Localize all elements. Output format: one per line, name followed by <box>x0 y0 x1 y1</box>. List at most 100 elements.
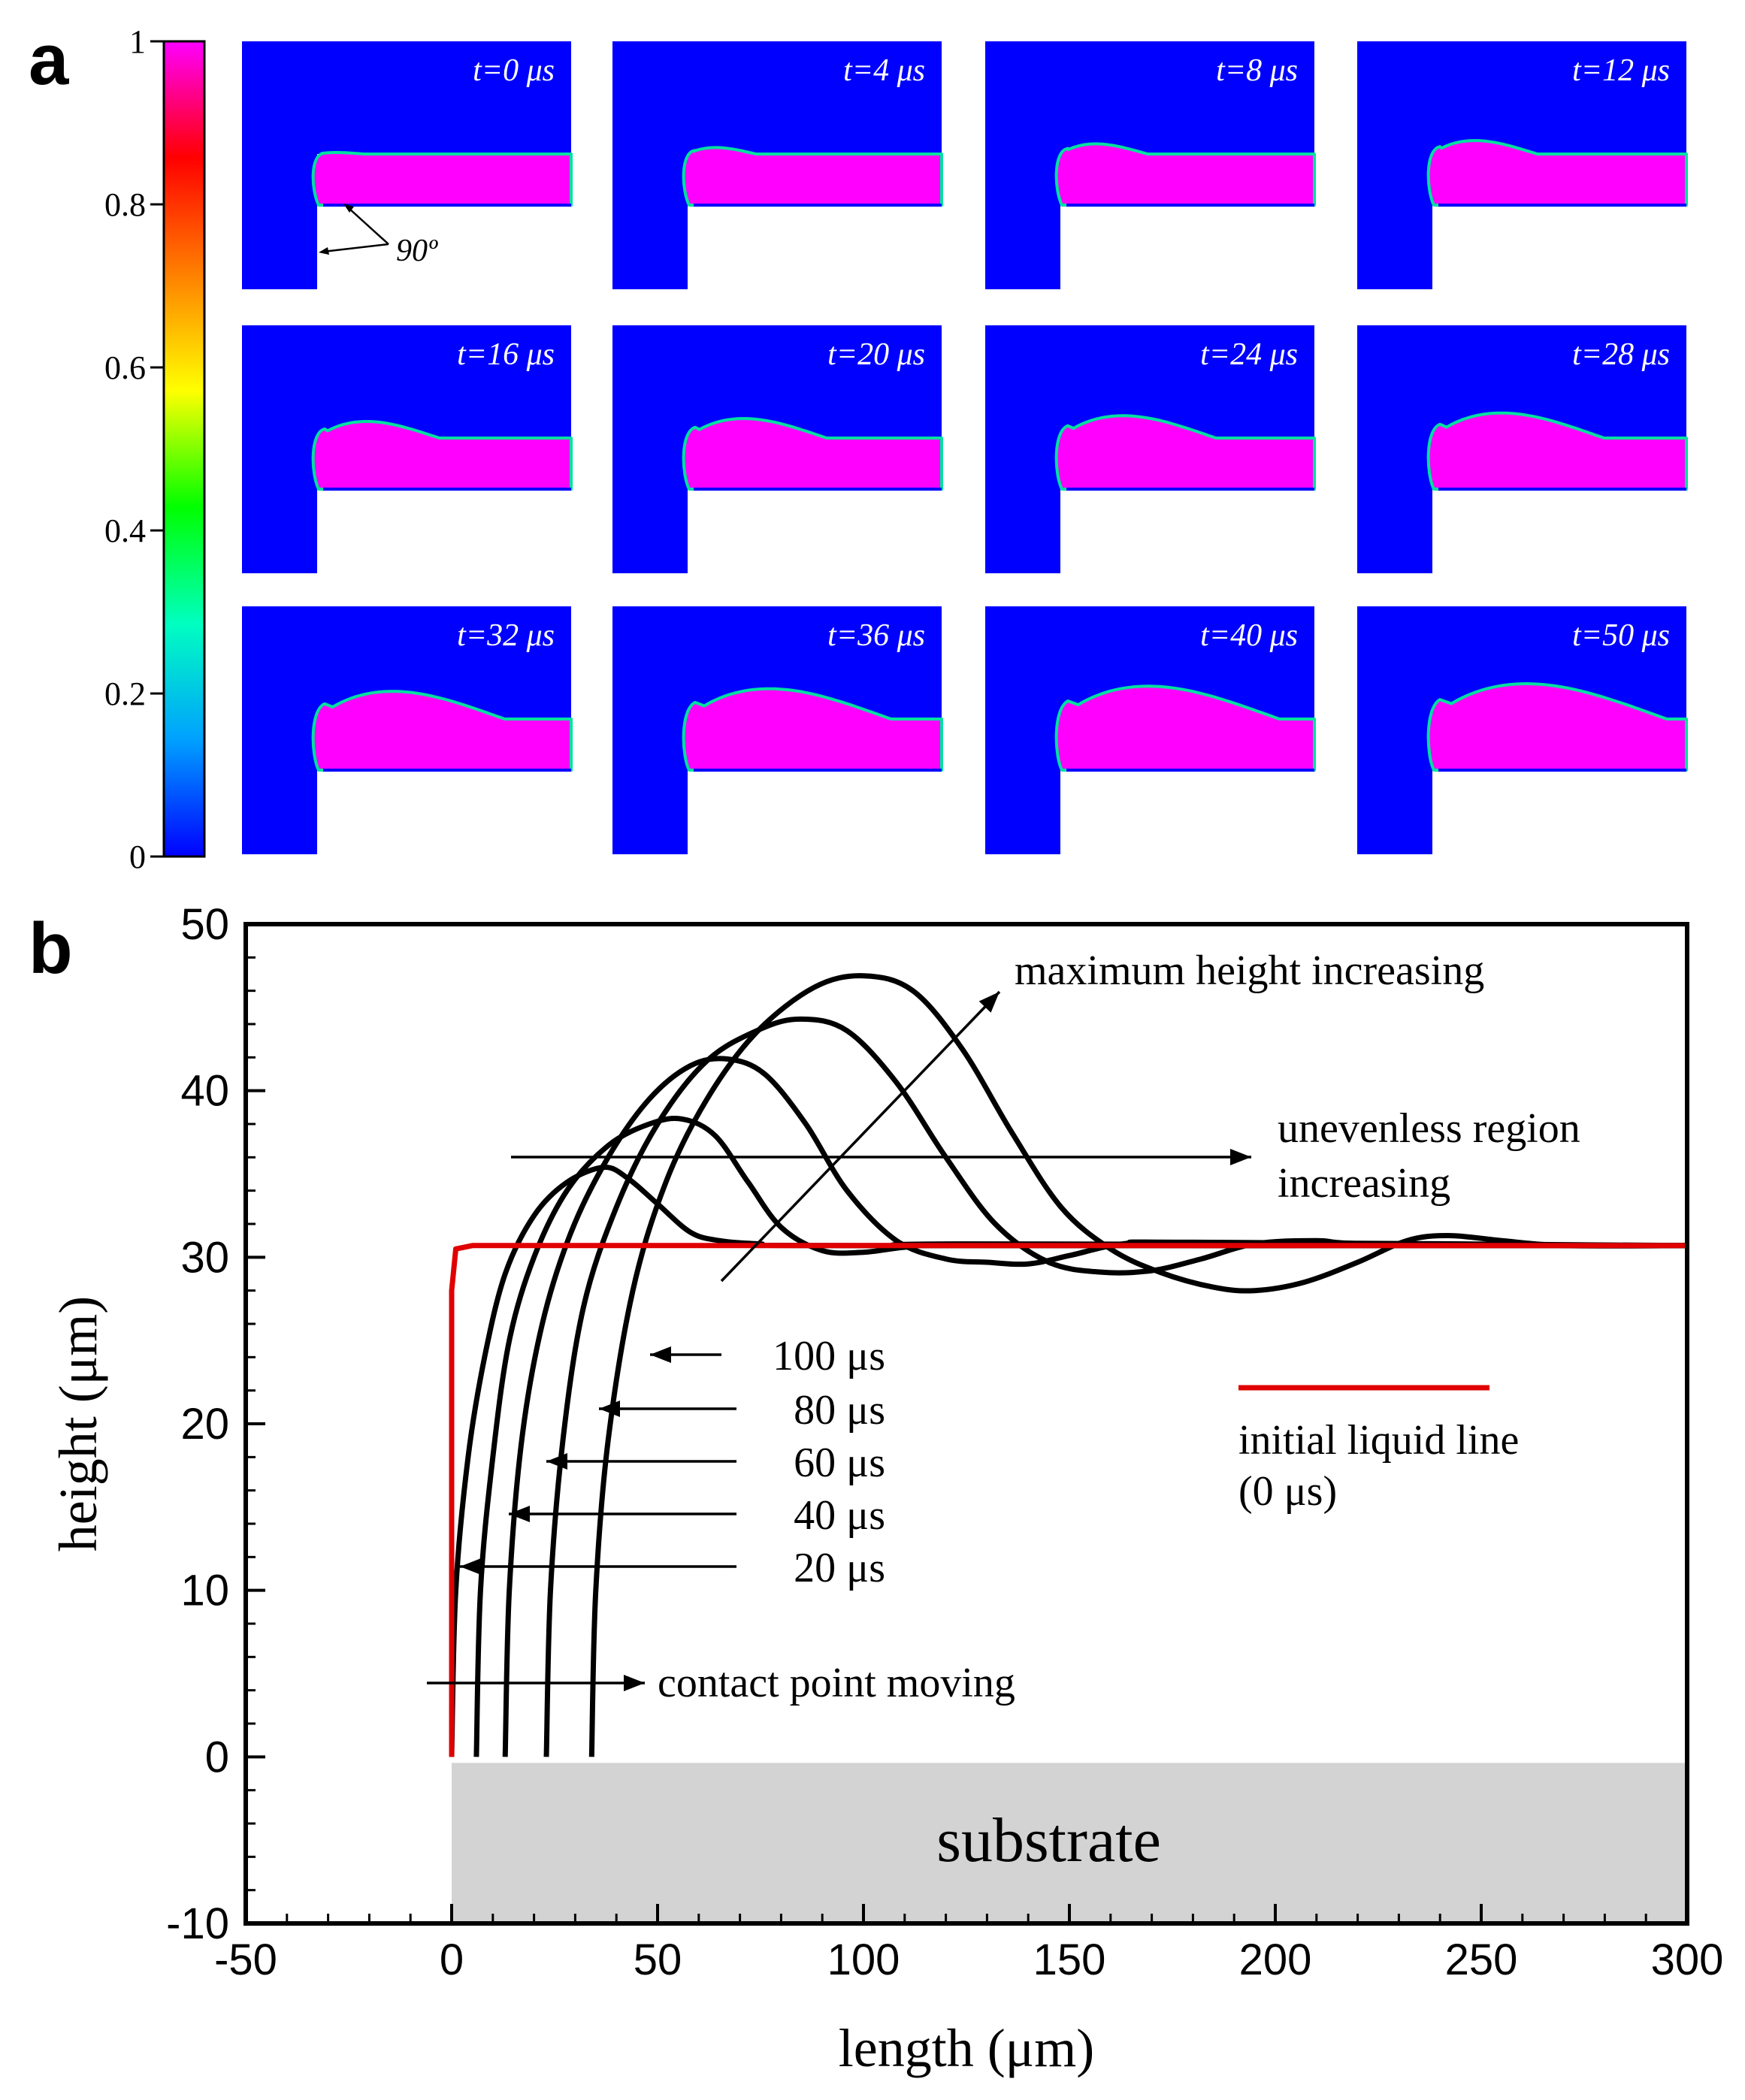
time-label: 80 μs <box>794 1387 885 1434</box>
colorbar-tick-label: 0 <box>129 838 146 875</box>
snapshot-panel: t=24 μs <box>985 325 1316 573</box>
time-labels: 100 μs 80 μs 60 μs 40 μs 20 μs <box>773 1333 885 1591</box>
x-tick-label: 250 <box>1445 1935 1518 1984</box>
substrate-region <box>452 1763 1687 1923</box>
snapshot-time-label: t=24 μs <box>1200 337 1298 372</box>
angle-arrowhead <box>319 247 329 255</box>
snapshot-time-label: t=40 μs <box>1200 618 1298 653</box>
liquid-region <box>1426 682 1688 772</box>
liquid-region <box>682 417 943 491</box>
time-label: 100 μs <box>773 1333 885 1379</box>
snapshot-panel: t=20 μs <box>612 325 943 573</box>
x-tick-label: 50 <box>634 1935 682 1984</box>
panel-b: b substrate -50 0 50 100 150 200 250 300 -10 0 10 2… <box>29 900 1723 2078</box>
liquid-base-edge <box>1438 488 1686 491</box>
x-tick-label: 150 <box>1033 1935 1106 1984</box>
snapshot-panel: t=12 μs <box>1357 41 1688 289</box>
snapshot-time-label: t=12 μs <box>1572 53 1670 88</box>
x-tick-label: 200 <box>1239 1935 1312 1984</box>
panel-letter-a: a <box>29 20 69 100</box>
liquid-base-edge <box>323 204 571 207</box>
x-tick-label: 100 <box>827 1935 900 1984</box>
snapshot-time-label: t=8 μs <box>1216 53 1298 88</box>
snapshot-panel: t=36 μs <box>612 606 943 854</box>
gas-region <box>985 325 1314 573</box>
angle-arrow-lines <box>322 207 389 253</box>
liquid-base-edge <box>323 769 571 772</box>
snapshot-panel: t=50 μs <box>1357 606 1688 854</box>
annotation-max-height: maximum height increasing <box>1015 947 1484 994</box>
snapshot-panel: t=16 μs <box>242 325 573 573</box>
liquid-base-edge <box>694 769 942 772</box>
colorbar-tick-label: 0.8 <box>104 186 146 223</box>
liquid-region <box>1054 414 1316 491</box>
colorbar-tick-label: 0.6 <box>104 349 146 386</box>
liquid-region <box>682 146 943 207</box>
series-line-100-s <box>588 973 1688 1757</box>
angle-arrowhead <box>343 204 354 213</box>
annotation-arrowhead <box>978 992 1000 1013</box>
colorbar-gradient <box>162 40 206 858</box>
liquid-region <box>311 151 573 207</box>
snapshot-panel: t=40 μs <box>985 606 1316 854</box>
y-tick-label: 40 <box>180 1067 229 1116</box>
snapshot-time-label: t=28 μs <box>1572 337 1670 372</box>
annotation-arrow-line <box>720 990 1001 1283</box>
snapshot-time-label: t=16 μs <box>457 337 555 372</box>
gas-region <box>612 41 942 289</box>
angle-label: 90º <box>396 234 438 268</box>
liquid-region <box>1054 684 1316 772</box>
annotation-arrowhead <box>650 1346 671 1363</box>
gas-region <box>242 325 571 573</box>
annotation-arrowhead <box>460 1558 481 1575</box>
gas-region <box>612 325 942 573</box>
annotations: maximum height increasing unevenless reg… <box>427 947 1580 1706</box>
colorbar-tick-label: 1 <box>129 23 146 60</box>
gas-region <box>1357 41 1686 289</box>
liquid-region <box>1054 142 1316 207</box>
angle-annotation: 90º <box>319 204 438 268</box>
y-axis-title: height (μm) <box>48 1296 108 1552</box>
legend-label-line1: initial liquid line <box>1238 1417 1519 1464</box>
x-tick-label: 0 <box>440 1935 464 1984</box>
colorbar: 0 0.2 0.4 0.6 0.8 1 <box>104 23 206 875</box>
y-tick-label: 10 <box>180 1567 229 1615</box>
annotation-arrowhead <box>546 1453 567 1470</box>
time-label: 40 μs <box>794 1492 885 1539</box>
snapshot-time-label: t=20 μs <box>827 337 925 372</box>
series-group <box>449 973 1688 1757</box>
x-axis-title: length (μm) <box>839 2018 1095 2078</box>
gas-region <box>242 606 571 854</box>
annotation-uneven-line1: unevenless region <box>1278 1105 1580 1152</box>
colorbar-tick-label: 0.4 <box>104 512 146 549</box>
annotation-arrows <box>427 990 1251 1691</box>
substrate-label: substrate <box>936 1805 1161 1875</box>
gas-region <box>612 606 942 854</box>
liquid-region <box>1426 139 1688 207</box>
y-tick-label: 50 <box>180 900 229 949</box>
gas-region <box>1357 606 1686 854</box>
axis-ticks: -50 0 50 100 150 200 250 300 -10 0 10 20 30 40 50 <box>166 900 1723 1984</box>
annotation-arrowhead <box>509 1506 530 1522</box>
annotation-uneven-line2: increasing <box>1278 1160 1450 1207</box>
y-tick-label: 20 <box>180 1400 229 1449</box>
liquid-region <box>311 420 573 491</box>
line-chart: substrate -50 0 50 100 150 200 250 300 -10 0 10 20 3… <box>48 900 1723 2078</box>
annotation-arrowhead <box>624 1675 645 1691</box>
annotation-arrowhead <box>1230 1149 1251 1165</box>
series-line-initial-liquid-line-0-s- <box>449 1243 1687 1757</box>
time-label: 20 μs <box>794 1545 885 1591</box>
time-label: 60 μs <box>794 1440 885 1486</box>
liquid-base-edge <box>694 488 942 491</box>
liquid-region <box>682 687 943 772</box>
x-tick-label: -50 <box>214 1935 277 1984</box>
colorbar-tick-label: 0.2 <box>104 675 146 712</box>
colorbar-ticks: 0 0.2 0.4 0.6 0.8 1 <box>104 23 164 875</box>
liquid-base-edge <box>323 488 571 491</box>
y-tick-label: 30 <box>180 1233 229 1282</box>
gas-region <box>985 41 1314 289</box>
snapshot-grid: t=0 μs 90º t=4 μs t=8 μs t=12 μs t=16 μs t=20 … <box>242 41 1688 854</box>
annotation-arrowhead <box>599 1401 620 1417</box>
liquid-region <box>311 690 573 772</box>
